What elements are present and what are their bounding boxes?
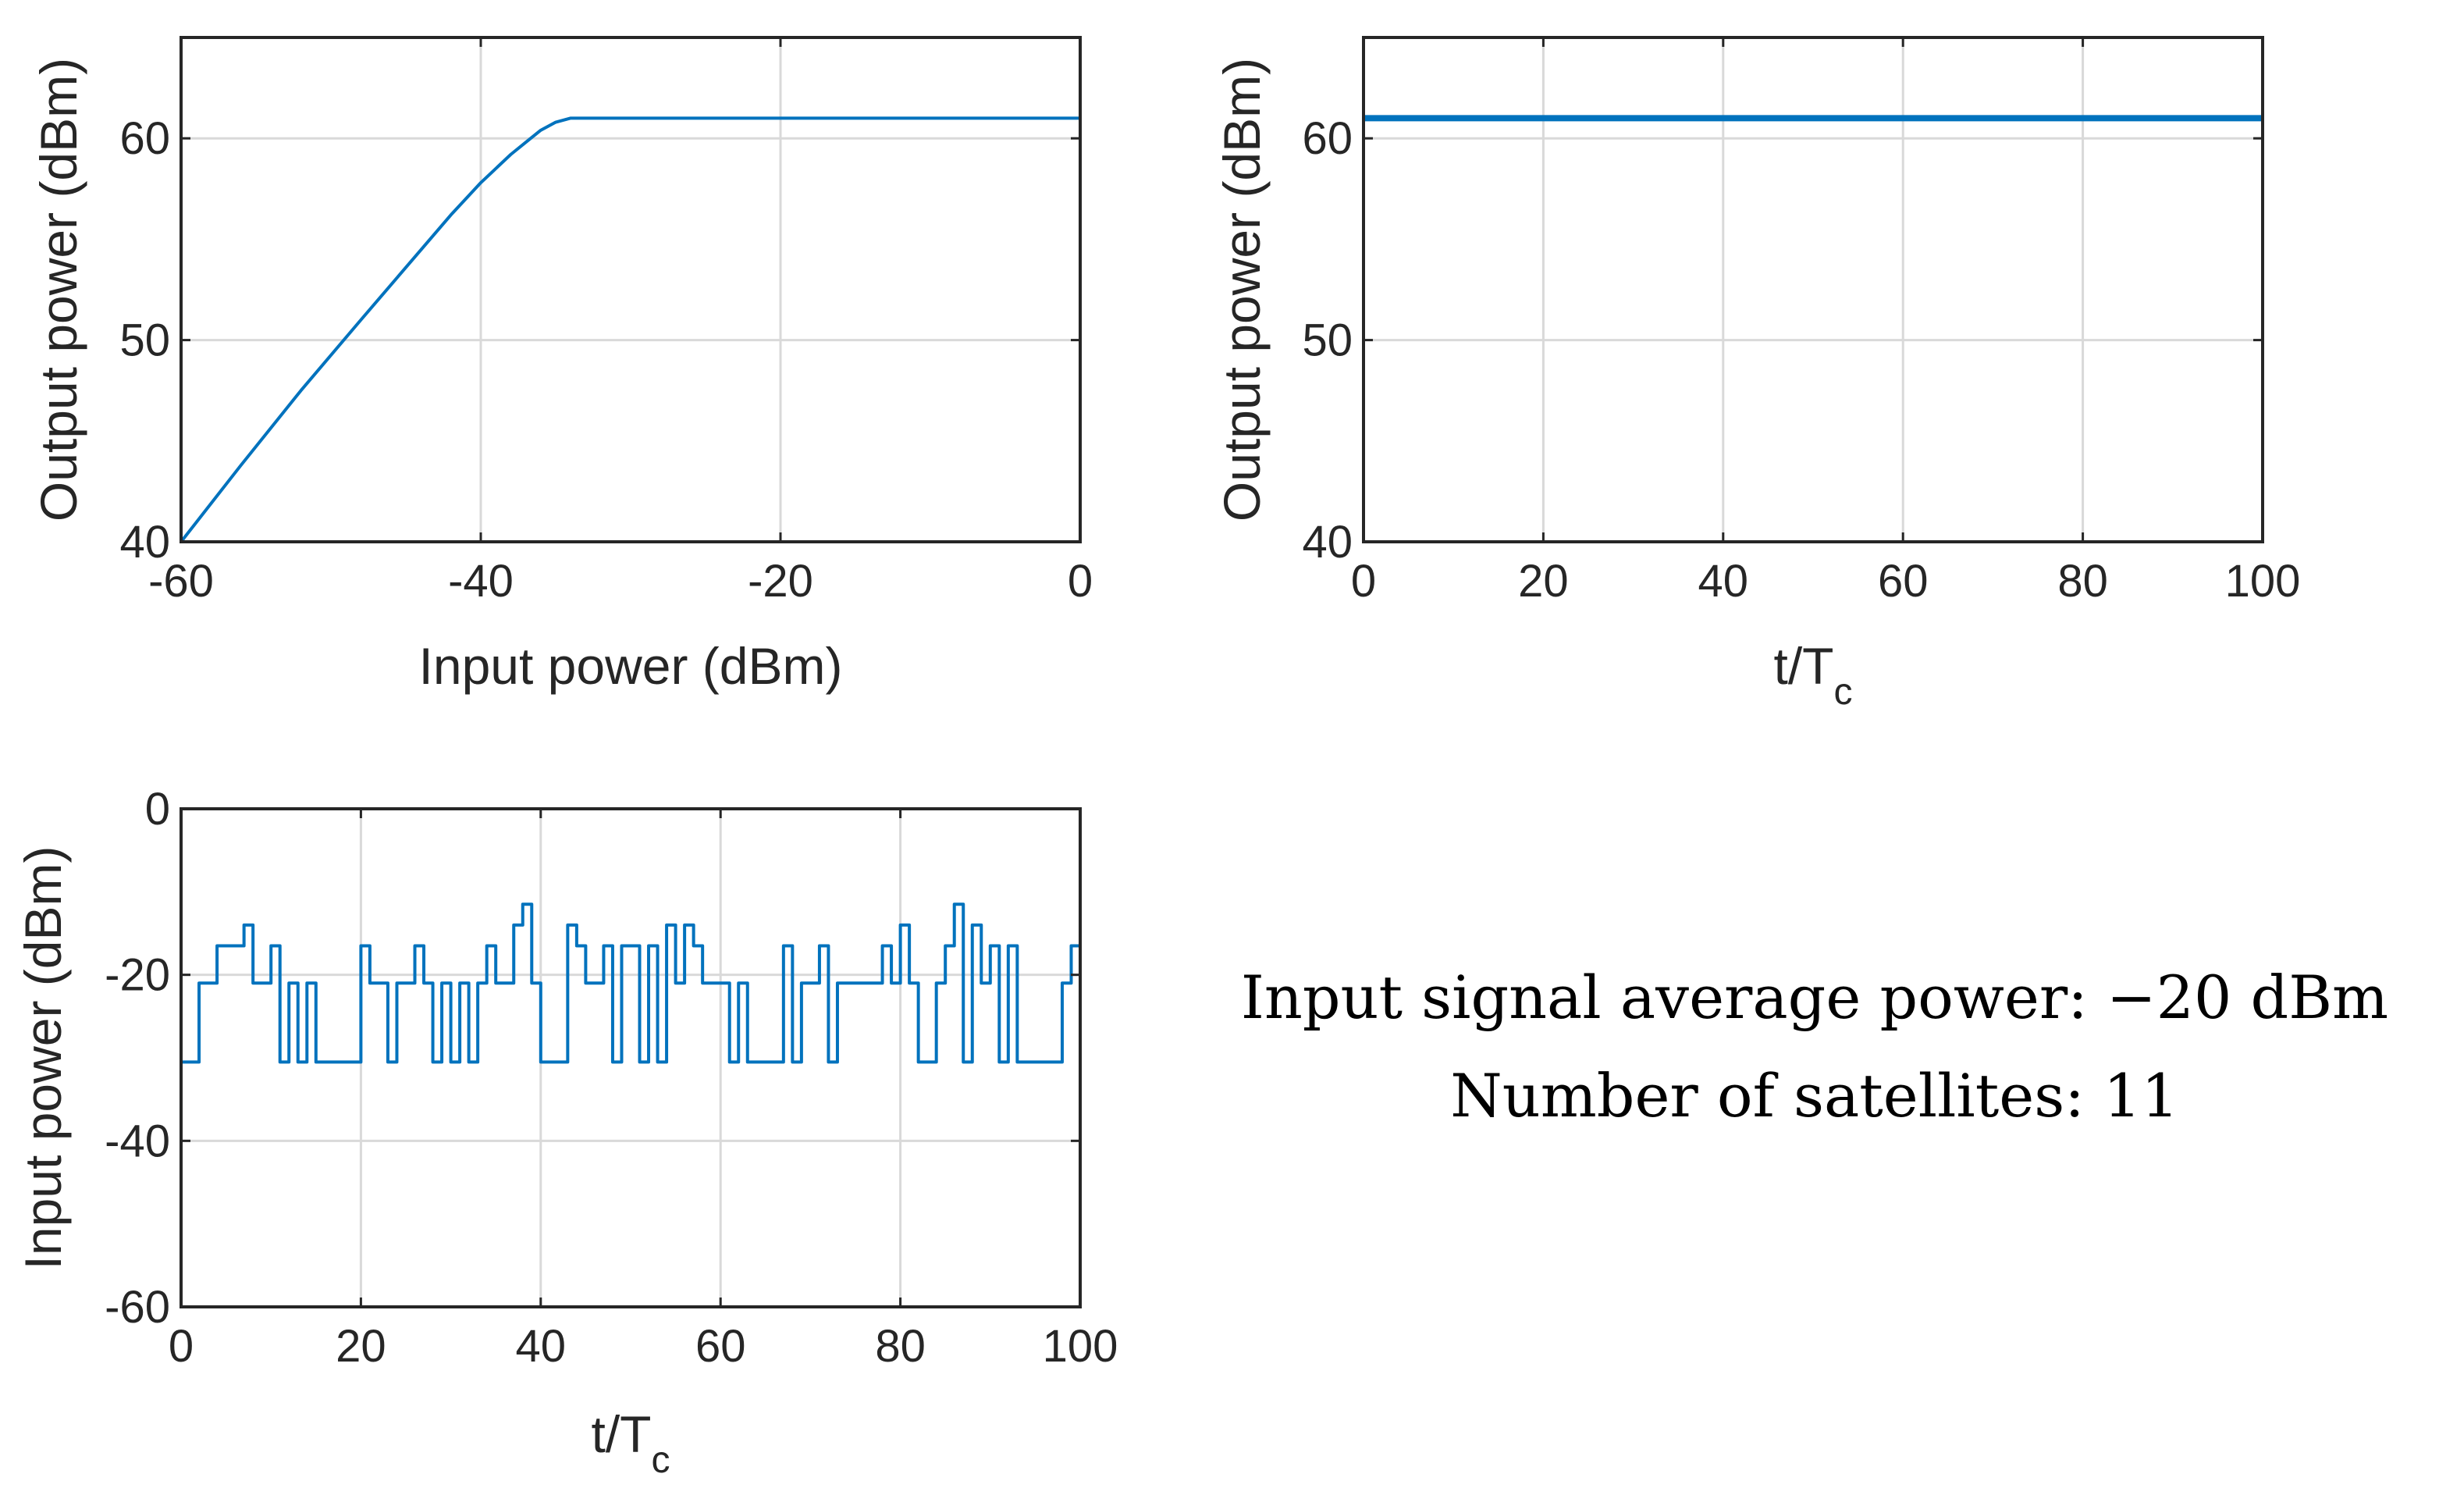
output-vs-time-x-tick-label: 40 — [1698, 556, 1749, 607]
output-axes-box — [1362, 36, 2264, 543]
input-vs-time-y-tick-label: -60 — [105, 1282, 170, 1333]
output-x-axis-label-main: t/T — [1774, 637, 1834, 695]
input-vs-time-y-tick-label: -20 — [105, 950, 170, 1001]
input-x-axis-label-main: t/T — [592, 1405, 652, 1463]
transfer-x-tick-label: 0 — [1068, 556, 1093, 607]
output-vs-time-x-tick-label: 80 — [2057, 556, 2108, 607]
annotation-average-power: Input signal average power: −20 dBm — [1241, 963, 2388, 1032]
transfer-series-transfer — [180, 116, 1080, 543]
transfer-y-axis-label: Output power (dBm) — [30, 58, 87, 522]
input-vs-time-y-tick-label: -40 — [105, 1116, 170, 1166]
output-vs-time-x-tick-label: 60 — [1878, 556, 1929, 607]
transfer-x-tick-label: -40 — [448, 556, 514, 607]
input-vs-time-x-tick-label: 60 — [695, 1321, 746, 1372]
transfer-x-axis-label: Input power (dBm) — [419, 637, 843, 695]
input-vs-time-series-input — [181, 902, 1082, 1064]
input-vs-time-x-tick-label: 0 — [169, 1321, 194, 1372]
input-vs-time-x-tick-label: 100 — [1043, 1321, 1118, 1372]
output-vs-time-y-tick-label: 60 — [1302, 113, 1353, 164]
input-x-axis-label: t/Tc — [592, 1405, 670, 1481]
input-axes-box — [180, 807, 1082, 1308]
output-x-axis-label: t/Tc — [1774, 637, 1853, 713]
input-vs-time-x-tick-label: 40 — [516, 1321, 567, 1372]
output-vs-time-y-tick-label: 50 — [1302, 315, 1353, 366]
transfer-axes-box — [180, 36, 1082, 543]
annotation: Input signal average power: −20 dBm Numb… — [1241, 963, 2388, 1130]
input-vs-time-chart: 0 20 40 60 80 100 -60 -40 -20 0 t/Tc Input power … — [14, 784, 1118, 1481]
output-vs-time-x-tick-label: 0 — [1351, 556, 1376, 607]
output-vs-time-chart: 0 20 40 60 80 100 40 50 60 t/Tc Output power (dB… — [1213, 36, 2301, 713]
transfer-y-tick-label: 60 — [119, 113, 170, 164]
input-vs-time-y-tick-label: 0 — [145, 784, 170, 835]
input-y-axis-label: Input power (dBm) — [14, 846, 72, 1270]
output-x-axis-label-sub: c — [1834, 671, 1853, 713]
input-x-axis-label-sub: c — [652, 1440, 670, 1481]
annotation-satellite-count: Number of satellites: 11 — [1450, 1061, 2178, 1130]
input-vs-time-x-tick-label: 20 — [336, 1321, 386, 1372]
transfer-chart: -60 -40 -20 0 40 50 60 Input power (dBm) Outpu… — [30, 36, 1093, 695]
output-y-axis-label: Output power (dBm) — [1213, 58, 1271, 522]
transfer-y-tick-label: 40 — [119, 517, 170, 568]
output-vs-time-x-tick-label: 20 — [1518, 556, 1569, 607]
output-vs-time-x-tick-label: 100 — [2225, 556, 2301, 607]
output-vs-time-y-tick-label: 40 — [1302, 517, 1353, 568]
transfer-x-tick-label: -20 — [748, 556, 813, 607]
transfer-x-tick-label: -60 — [148, 556, 214, 607]
transfer-y-tick-label: 50 — [119, 315, 170, 366]
input-vs-time-x-tick-label: 80 — [875, 1321, 926, 1372]
